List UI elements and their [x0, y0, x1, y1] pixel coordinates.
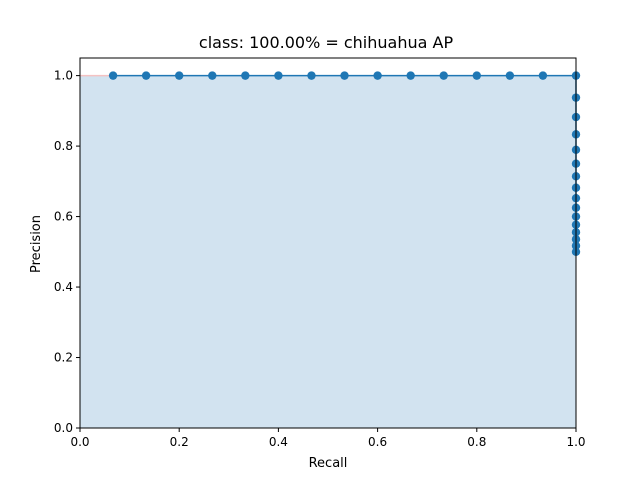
data-point-1: [141, 71, 151, 80]
y-axis-label: Precision: [29, 215, 44, 273]
y-tick-label-4: 0.8: [54, 139, 73, 153]
x-tick-label-3: 0.6: [368, 435, 387, 449]
x-tick-label-2: 0.4: [269, 435, 288, 449]
data-point-9: [406, 71, 415, 80]
data-point-4: [241, 71, 250, 80]
x-tick-label-4: 0.8: [467, 435, 486, 449]
chart-title: class: 100.00% = chihuahua AP: [199, 33, 454, 52]
y-tick-label-2: 0.4: [54, 280, 73, 294]
x-tick-label-1: 0.2: [170, 435, 189, 449]
data-point-2: [175, 71, 184, 80]
data-point-13: [538, 71, 548, 80]
data-point-11: [472, 71, 481, 80]
data-point-5: [274, 71, 283, 80]
axes-frame: [79, 57, 577, 429]
x-tick-label-5: 1.0: [566, 435, 585, 449]
data-point-12: [505, 71, 515, 80]
y-tick-label-5: 1.0: [54, 69, 73, 83]
plot-area: 0.0 0.2 0.4 0.6 0.8 1.0 0.0 0.2 0.4 0.6 0.8 1.0: [54, 57, 586, 449]
data-point-0: [108, 71, 118, 80]
data-point-3: [208, 71, 217, 80]
data-point-6: [307, 71, 316, 80]
x-tick-label-0: 0.0: [70, 435, 89, 449]
data-point-8: [373, 71, 382, 80]
area-fill: [80, 75, 576, 428]
data-point-7: [340, 71, 349, 80]
y-tick-label-0: 0.0: [54, 421, 73, 435]
data-point-10: [439, 71, 448, 80]
x-axis-label: Recall: [309, 456, 348, 471]
y-tick-label-1: 0.2: [54, 351, 73, 365]
y-tick-label-3: 0.6: [54, 210, 73, 224]
